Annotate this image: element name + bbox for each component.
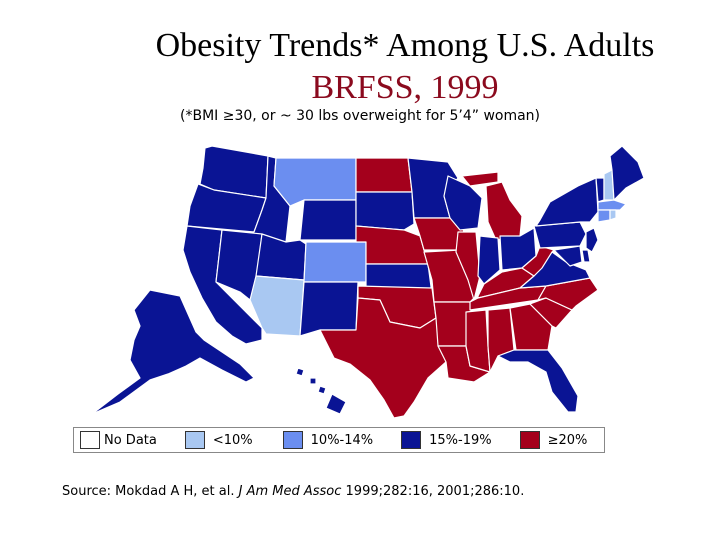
state-me [609,145,645,201]
legend-label-15to19: 15%-19% [429,432,492,448]
state-ak [91,289,255,415]
state-ny [535,177,599,227]
source-prefix: Source: Mokdad A H, et al. [62,484,239,499]
source-suffix: 1999;282:16, 2001;286:10. [341,484,525,499]
state-co [303,241,367,283]
source-journal: J Am Med Assoc [238,484,342,499]
legend-swatch-10to14 [282,431,303,449]
state-wy [299,199,357,241]
state-nj [585,227,599,253]
source-citation: Source: Mokdad A H, et al. J Am Med Asso… [62,484,524,499]
state-ri [609,209,617,221]
legend-item-10to14: 10%-14% [282,428,374,452]
state-ut [255,233,307,281]
state-tx [319,297,447,419]
state-wi [443,175,483,231]
legend-swatch-no-data [80,431,100,449]
state-vt [595,177,605,203]
state-in [477,235,501,285]
state-wv [521,245,555,277]
state-ne [355,225,429,265]
legend-item-15to19: 15%-19% [401,428,492,452]
chart-title: Obesity Trends* Among U.S. Adults [155,27,655,64]
legend-swatch-15to19 [401,431,422,449]
legend-item-ge20: ≥20% [519,428,588,452]
legend-label-ge20: ≥20% [547,432,588,448]
legend-item-lt10: <10% [184,428,253,452]
state-mt [273,157,357,207]
legend-label-10to14: 10%-14% [310,432,374,448]
state-hi [295,367,347,415]
state-de [581,249,591,263]
state-md [553,245,583,267]
legend-label-lt10: <10% [212,432,253,448]
legend-swatch-ge20 [519,431,540,449]
state-nm [299,281,359,337]
state-ct [597,209,611,223]
state-mi [461,171,523,241]
state-nd [355,157,413,193]
legend-item-no-data: No Data [80,428,157,452]
bmi-footnote: (*BMI ≥30, or ~ 30 lbs overweight for 5’… [180,108,541,124]
state-fl [497,349,579,413]
state-ma [597,199,627,211]
legend-label-no-data: No Data [104,432,157,448]
chart-subtitle-year: BRFSS, 1999 [311,69,499,106]
state-sd [355,191,415,231]
legend-swatch-lt10 [184,431,205,449]
legend: No Data <10% 10%-14% 15%-19% ≥20% [73,427,605,453]
state-ms [465,309,491,373]
